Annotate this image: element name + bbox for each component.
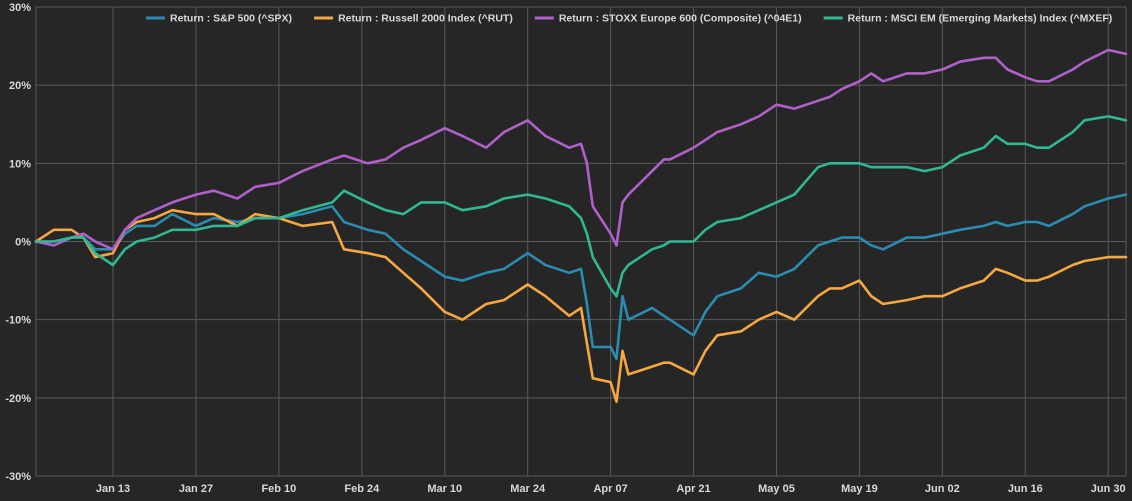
y-tick-label: 20% bbox=[9, 80, 31, 92]
x-tick-label: Feb 10 bbox=[261, 483, 296, 495]
y-tick-label: -20% bbox=[5, 393, 31, 405]
x-tick-label: Jan 27 bbox=[179, 483, 213, 495]
x-tick-label: Apr 21 bbox=[676, 483, 710, 495]
x-tick-label: Jun 30 bbox=[1091, 483, 1126, 495]
x-tick-label: Mar 10 bbox=[427, 483, 462, 495]
x-tick-label: Mar 24 bbox=[510, 483, 546, 495]
legend: Return : S&P 500 (^SPX) Return : Russell … bbox=[146, 13, 1112, 25]
legend-label: Return : STOXX Europe 600 (Composite) (^… bbox=[559, 13, 802, 25]
legend-label: Return : Russell 2000 Index (^RUT) bbox=[338, 13, 513, 25]
y-tick-label: 10% bbox=[9, 158, 31, 170]
y-axis-ticks: 30% 20% 10% 0% -10% -20% -30% bbox=[5, 2, 31, 483]
y-tick-label: -10% bbox=[5, 315, 31, 327]
y-tick-label: -30% bbox=[5, 471, 31, 483]
series-line-1 bbox=[34, 193, 1128, 361]
grid-lines bbox=[35, 6, 1127, 477]
x-tick-label: Feb 24 bbox=[344, 483, 380, 495]
series-lines bbox=[34, 48, 1128, 403]
series-line-4 bbox=[34, 115, 1128, 298]
series-line-3 bbox=[34, 48, 1128, 251]
x-tick-label: Apr 07 bbox=[593, 483, 627, 495]
x-tick-label: Jan 13 bbox=[96, 483, 130, 495]
series-line-2 bbox=[34, 208, 1128, 403]
x-tick-label: Jun 16 bbox=[1008, 483, 1043, 495]
x-tick-label: May 19 bbox=[841, 483, 878, 495]
x-tick-label: May 05 bbox=[758, 483, 795, 495]
legend-label: Return : MSCI EM (Emerging Markets) Inde… bbox=[848, 13, 1113, 25]
y-tick-label: 30% bbox=[9, 2, 31, 14]
x-tick-label: Jun 02 bbox=[925, 483, 960, 495]
x-axis-ticks: Jan 13 Jan 27 Feb 10 Feb 24 Mar 10 Mar 24 Apr … bbox=[96, 483, 1126, 495]
legend-label: Return : S&P 500 (^SPX) bbox=[170, 13, 292, 25]
y-tick-label: 0% bbox=[15, 237, 31, 249]
